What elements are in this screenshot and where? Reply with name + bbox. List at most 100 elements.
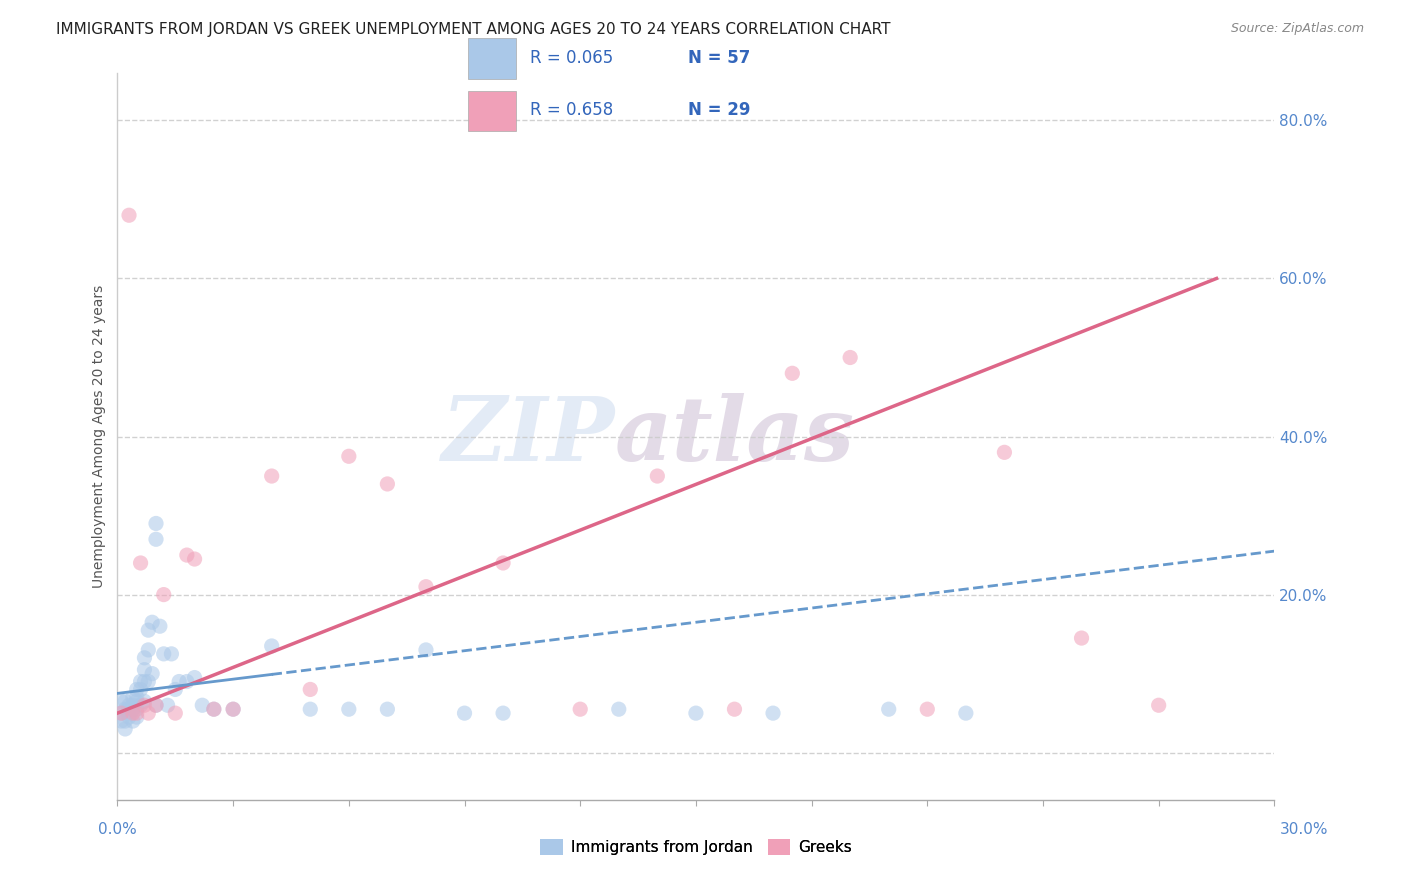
Bar	[468, 91, 516, 131]
Point	[125, 710, 148, 724]
Point	[125, 694, 148, 708]
Point	[121, 706, 143, 720]
Point	[129, 556, 152, 570]
Point	[415, 643, 437, 657]
Point	[993, 445, 1015, 459]
Text: ZIP: ZIP	[441, 393, 614, 480]
Point	[121, 714, 143, 728]
Point	[299, 702, 322, 716]
Point	[110, 694, 132, 708]
Point	[134, 663, 156, 677]
Point	[125, 690, 148, 705]
Point	[129, 698, 152, 713]
Point	[114, 722, 136, 736]
Point	[782, 367, 804, 381]
Point	[141, 666, 163, 681]
Point	[145, 516, 167, 531]
Point	[191, 698, 214, 713]
Point	[1070, 631, 1092, 645]
Point	[114, 714, 136, 728]
Point	[134, 694, 156, 708]
Point	[136, 623, 159, 637]
Point	[839, 351, 862, 365]
Point	[121, 690, 143, 705]
Point	[377, 702, 399, 716]
Point	[118, 702, 141, 716]
Point	[141, 615, 163, 630]
Point	[136, 674, 159, 689]
Point	[202, 702, 225, 716]
Point	[136, 706, 159, 720]
Point	[1147, 698, 1170, 713]
Point	[136, 643, 159, 657]
Point	[114, 702, 136, 716]
Point	[260, 469, 283, 483]
Point	[453, 706, 475, 720]
Point	[183, 552, 205, 566]
Point	[165, 706, 187, 720]
Text: R = 0.065: R = 0.065	[530, 49, 613, 67]
Point	[877, 702, 900, 716]
Point	[145, 533, 167, 547]
Point	[134, 674, 156, 689]
Point	[129, 674, 152, 689]
Point	[685, 706, 707, 720]
Text: N = 29: N = 29	[688, 102, 749, 120]
Text: 30.0%: 30.0%	[1281, 822, 1329, 837]
Text: IMMIGRANTS FROM JORDAN VS GREEK UNEMPLOYMENT AMONG AGES 20 TO 24 YEARS CORRELATI: IMMIGRANTS FROM JORDAN VS GREEK UNEMPLOY…	[56, 22, 891, 37]
Point	[125, 706, 148, 720]
Point	[121, 698, 143, 713]
Point	[337, 702, 360, 716]
Point	[183, 671, 205, 685]
Point	[134, 698, 156, 713]
Point	[145, 698, 167, 713]
Bar	[468, 38, 516, 79]
Point	[647, 469, 669, 483]
Text: R = 0.658: R = 0.658	[530, 102, 613, 120]
Point	[762, 706, 785, 720]
Legend: Immigrants from Jordan, Greeks: Immigrants from Jordan, Greeks	[534, 833, 858, 862]
Text: N = 57: N = 57	[688, 49, 749, 67]
Point	[167, 674, 190, 689]
Point	[492, 706, 515, 720]
Point	[337, 450, 360, 464]
Point	[129, 682, 152, 697]
Point	[160, 647, 183, 661]
Point	[125, 702, 148, 716]
Point	[134, 650, 156, 665]
Point	[723, 702, 745, 716]
Point	[156, 698, 179, 713]
Text: 0.0%: 0.0%	[98, 822, 138, 837]
Point	[222, 702, 245, 716]
Point	[569, 702, 592, 716]
Point	[110, 706, 132, 720]
Point	[607, 702, 630, 716]
Point	[152, 647, 174, 661]
Point	[492, 556, 515, 570]
Point	[955, 706, 977, 720]
Y-axis label: Unemployment Among Ages 20 to 24 years: Unemployment Among Ages 20 to 24 years	[93, 285, 107, 588]
Point	[377, 477, 399, 491]
Point	[118, 710, 141, 724]
Point	[149, 619, 172, 633]
Point	[202, 702, 225, 716]
Point	[176, 674, 198, 689]
Point	[260, 639, 283, 653]
Point	[917, 702, 939, 716]
Point	[152, 588, 174, 602]
Point	[222, 702, 245, 716]
Point	[165, 682, 187, 697]
Point	[110, 714, 132, 728]
Point	[176, 548, 198, 562]
Point	[121, 702, 143, 716]
Point	[125, 682, 148, 697]
Point	[110, 706, 132, 720]
Point	[299, 682, 322, 697]
Text: atlas: atlas	[614, 393, 855, 480]
Point	[118, 698, 141, 713]
Point	[114, 694, 136, 708]
Point	[415, 580, 437, 594]
Point	[145, 698, 167, 713]
Text: Source: ZipAtlas.com: Source: ZipAtlas.com	[1230, 22, 1364, 36]
Point	[118, 208, 141, 222]
